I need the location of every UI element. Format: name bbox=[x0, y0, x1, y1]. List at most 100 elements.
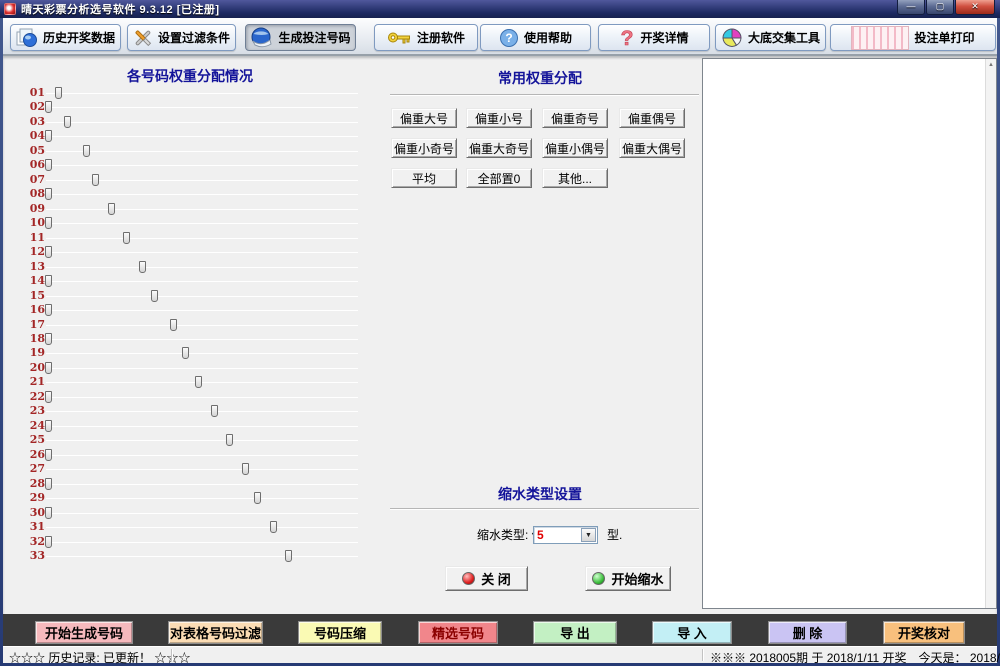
toolbar-button-6[interactable]: ? 开奖详情 bbox=[598, 24, 710, 51]
slider-thumb[interactable] bbox=[54, 87, 62, 99]
start-shrink-button[interactable]: 开始缩水 bbox=[585, 566, 671, 591]
slider-thumb[interactable] bbox=[169, 318, 177, 331]
slider-thumb[interactable] bbox=[254, 492, 262, 505]
slider-thumb[interactable] bbox=[123, 231, 131, 244]
slider-thumb[interactable] bbox=[241, 463, 249, 476]
slider-track[interactable] bbox=[46, 425, 358, 427]
bottom-button-7[interactable]: 删 除 bbox=[768, 621, 847, 644]
slider-thumb[interactable] bbox=[45, 390, 53, 403]
slider-track[interactable] bbox=[46, 527, 358, 529]
bottom-button-4[interactable]: 精选号码 bbox=[418, 621, 498, 644]
slider-track[interactable] bbox=[46, 107, 358, 109]
preset-button-9[interactable]: 平均 bbox=[391, 168, 457, 188]
slider-track[interactable] bbox=[46, 121, 358, 123]
toolbar-button-3[interactable]: 生成投注号码 bbox=[245, 24, 356, 51]
slider-thumb[interactable] bbox=[91, 173, 99, 186]
slider-track[interactable] bbox=[46, 469, 358, 471]
slider-track[interactable] bbox=[46, 136, 358, 138]
slider-thumb[interactable] bbox=[45, 130, 53, 143]
slider-thumb[interactable] bbox=[45, 506, 53, 519]
bottom-button-2[interactable]: 对表格号码过滤 bbox=[168, 621, 263, 644]
bottom-button-3[interactable]: 号码压缩 bbox=[298, 621, 382, 644]
preset-button-11[interactable]: 其他... bbox=[542, 168, 608, 188]
slider-thumb[interactable] bbox=[45, 217, 53, 230]
slider-track[interactable] bbox=[46, 483, 358, 485]
slider-thumb[interactable] bbox=[45, 477, 53, 490]
bottom-button-6[interactable]: 导 入 bbox=[652, 621, 732, 644]
slider-track[interactable] bbox=[46, 237, 358, 239]
slider-thumb[interactable] bbox=[45, 159, 53, 172]
slider-track[interactable] bbox=[46, 295, 358, 297]
slider-track[interactable] bbox=[46, 252, 358, 254]
slider-thumb[interactable] bbox=[45, 419, 53, 432]
toolbar-button-2[interactable]: 设置过滤条件 bbox=[127, 24, 236, 51]
slider-thumb[interactable] bbox=[226, 434, 234, 447]
preset-button-8[interactable]: 偏重大偶号 bbox=[619, 138, 685, 158]
slider-track[interactable] bbox=[46, 541, 358, 543]
slider-track[interactable] bbox=[46, 454, 358, 456]
slider-track[interactable] bbox=[46, 310, 358, 312]
preset-button-2[interactable]: 偏重小号 bbox=[466, 108, 532, 128]
slider-thumb[interactable] bbox=[45, 332, 53, 345]
bottom-button-1[interactable]: 开始生成号码 bbox=[35, 621, 133, 644]
slider-thumb[interactable] bbox=[82, 144, 90, 157]
slider-track[interactable] bbox=[46, 223, 358, 225]
close-panel-button[interactable]: 关 闭 bbox=[445, 566, 528, 591]
slider-track[interactable] bbox=[46, 396, 358, 398]
slider-thumb[interactable] bbox=[45, 188, 53, 201]
results-list[interactable]: ▲ bbox=[702, 58, 997, 609]
slider-track[interactable] bbox=[46, 194, 358, 196]
bottom-button-5[interactable]: 导 出 bbox=[533, 621, 617, 644]
toolbar-button-4[interactable]: 注册软件 bbox=[374, 24, 478, 51]
slider-thumb[interactable] bbox=[138, 260, 146, 273]
slider-thumb[interactable] bbox=[285, 550, 293, 563]
slider-track[interactable] bbox=[46, 208, 358, 210]
slider-track[interactable] bbox=[46, 556, 358, 558]
preset-button-6[interactable]: 偏重大奇号 bbox=[466, 138, 532, 158]
slider-thumb[interactable] bbox=[45, 101, 53, 114]
slider-track[interactable] bbox=[46, 324, 358, 326]
slider-thumb[interactable] bbox=[107, 202, 115, 215]
slider-track[interactable] bbox=[46, 353, 358, 355]
slider-track[interactable] bbox=[46, 440, 358, 442]
slider-thumb[interactable] bbox=[182, 347, 190, 360]
shrink-type-select[interactable]: 5 ▼ bbox=[533, 526, 598, 544]
bottom-button-8[interactable]: 开奖核对 bbox=[883, 621, 965, 644]
slider-thumb[interactable] bbox=[45, 246, 53, 259]
slider-track[interactable] bbox=[46, 498, 358, 500]
chevron-down-icon[interactable]: ▼ bbox=[581, 528, 596, 542]
slider-thumb[interactable] bbox=[45, 535, 53, 548]
slider-thumb[interactable] bbox=[45, 361, 53, 374]
slider-track[interactable] bbox=[46, 512, 358, 514]
slider-thumb[interactable] bbox=[269, 521, 277, 534]
slider-thumb[interactable] bbox=[45, 275, 53, 288]
toolbar-button-7[interactable]: 大底交集工具 bbox=[715, 24, 826, 51]
slider-thumb[interactable] bbox=[194, 376, 202, 389]
preset-button-5[interactable]: 偏重小奇号 bbox=[391, 138, 457, 158]
preset-button-3[interactable]: 偏重奇号 bbox=[542, 108, 608, 128]
slider-track[interactable] bbox=[46, 411, 358, 413]
toolbar-button-1[interactable]: 历史开奖数据 bbox=[10, 24, 121, 51]
slider-track[interactable] bbox=[46, 281, 358, 283]
maximize-button[interactable]: ▢ bbox=[926, 0, 954, 15]
close-button[interactable]: ✕ bbox=[955, 0, 995, 15]
slider-thumb[interactable] bbox=[45, 448, 53, 461]
slider-track[interactable] bbox=[46, 93, 358, 94]
slider-track[interactable] bbox=[46, 338, 358, 340]
slider-track[interactable] bbox=[46, 382, 358, 384]
slider-thumb[interactable] bbox=[63, 115, 71, 128]
slider-track[interactable] bbox=[46, 165, 358, 167]
slider-thumb[interactable] bbox=[210, 405, 218, 418]
slider-track[interactable] bbox=[46, 367, 358, 369]
slider-track[interactable] bbox=[46, 150, 358, 152]
toolbar-button-5[interactable]: ? 使用帮助 bbox=[480, 24, 591, 51]
slider-track[interactable] bbox=[46, 179, 358, 181]
slider-track[interactable] bbox=[46, 266, 358, 268]
preset-button-1[interactable]: 偏重大号 bbox=[391, 108, 457, 128]
results-scrollbar[interactable]: ▲ bbox=[985, 59, 996, 608]
slider-thumb[interactable] bbox=[151, 289, 159, 302]
scroll-up-icon[interactable]: ▲ bbox=[988, 62, 994, 68]
minimize-button[interactable]: — bbox=[897, 0, 925, 15]
toolbar-button-8[interactable]: 投注单打印 bbox=[830, 24, 996, 51]
preset-button-10[interactable]: 全部置0 bbox=[466, 168, 532, 188]
